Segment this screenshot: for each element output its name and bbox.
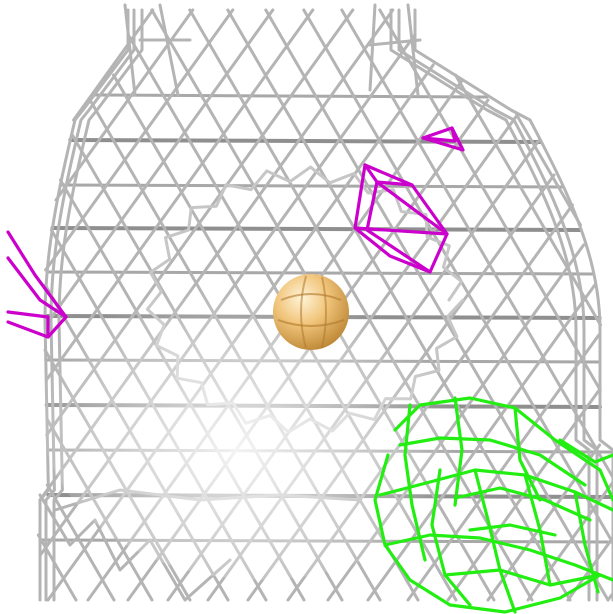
negative-blob-small [421,126,465,152]
mesh-strand [302,8,613,547]
positive-blob-strand [453,486,592,522]
mesh-contour [413,8,613,602]
negative-blob-edge [6,310,50,339]
mesh-strand [44,8,235,272]
positive-blob-strand [443,568,602,587]
negative-blob-edge [6,256,68,319]
mesh-contour [44,8,136,602]
mesh-strand [606,593,613,602]
neck-strand [368,3,377,92]
neck-strand [158,3,180,97]
negative-blob-edge [375,180,449,236]
mesh-strand [366,283,597,602]
positive-blob-strand [468,523,557,537]
mesh-flap [38,493,232,602]
neck-strand [368,38,422,47]
neck-strand [406,3,420,97]
positive-blob-strand [513,406,542,502]
positive-blob-strand [430,468,472,607]
positive-blob-strand [523,473,552,587]
mesh-contour [52,8,144,602]
positive-blob-strand [398,436,587,487]
mesh-strand [340,8,613,481]
positive-blob-strand [378,468,613,512]
positive-blob-strand [473,468,517,614]
positive-blob-strand [383,533,613,582]
depth-fog [40,240,480,580]
atom-sphere[interactable] [273,274,349,350]
positive-blob-strand [453,396,464,507]
mesh-strand [454,73,602,327]
negative-difference-mesh [6,126,465,339]
positive-blob-strand [558,438,613,464]
mesh-contour [389,8,591,602]
negative-blob-left [6,230,68,339]
positive-blob-strand [403,403,427,562]
mesh-strand [526,479,613,602]
negative-blob-edge [353,226,449,236]
mesh-strand [486,443,602,602]
positive-blob-strand [373,453,602,614]
neck-strand [123,3,137,97]
mesh-strand [44,8,275,327]
mesh-rung [58,183,565,189]
positive-difference-mesh [373,396,613,614]
negative-blob-edge [421,126,457,143]
